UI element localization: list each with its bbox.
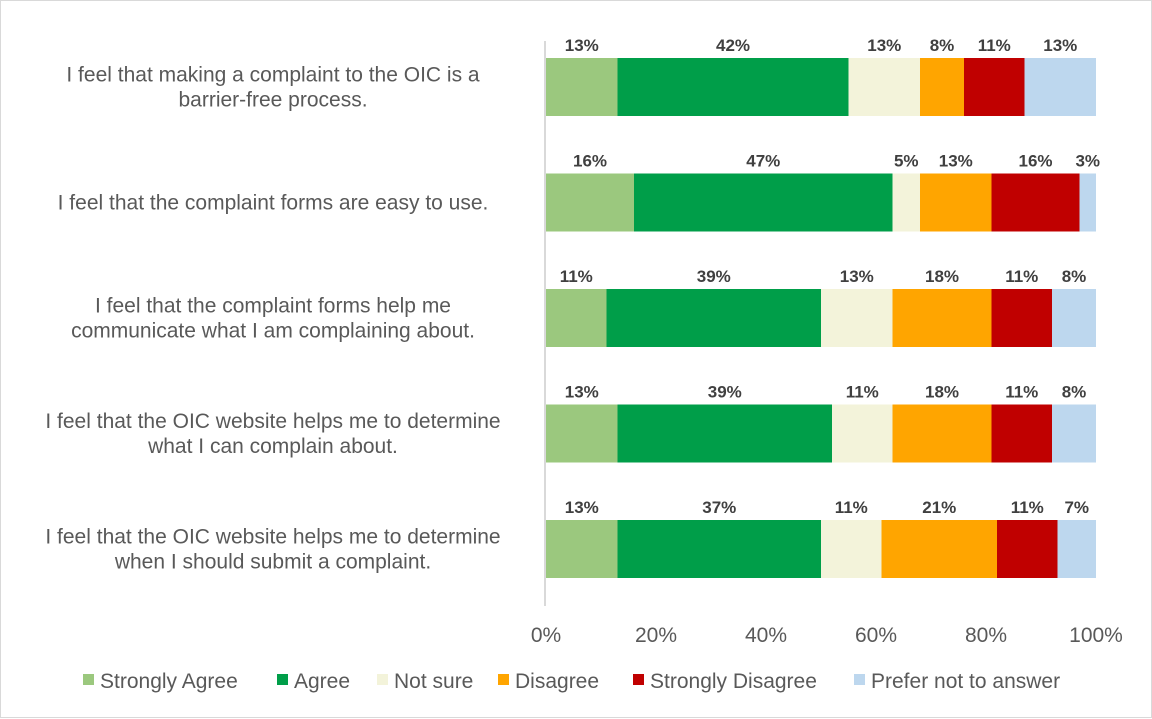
data-label: 47% [746,152,780,171]
x-tick-label: 100% [1069,624,1123,647]
legend-label: Strongly Disagree [650,670,817,693]
bar-segment [892,173,920,232]
data-label: 13% [565,383,599,402]
data-label: 13% [840,267,874,286]
data-label: 7% [1064,498,1089,517]
data-label: 42% [716,36,750,55]
data-label: 13% [939,152,973,171]
bar-segment [892,289,992,347]
bar-segment [920,173,992,232]
data-label: 13% [565,36,599,55]
bar-segment [546,173,634,232]
legend-swatch [633,674,644,685]
bar-segment [1057,520,1096,578]
data-label: 8% [1062,267,1087,286]
data-label: 11% [978,36,1011,55]
legend-label: Strongly Agree [100,670,238,693]
bar-segment [832,404,893,463]
data-label: 11% [1005,383,1038,402]
x-tick-label: 40% [745,624,787,647]
x-tick-label: 60% [855,624,897,647]
legend-swatch [377,674,388,685]
bar-segment [991,289,1052,347]
data-label: 39% [708,383,742,402]
data-label: 11% [846,383,879,402]
data-label: 8% [1062,383,1087,402]
bar-segment [1052,289,1096,347]
legend-swatch [83,674,94,685]
legend-swatch [277,674,288,685]
bar-segment [546,289,607,347]
bar-segment [991,404,1052,463]
bar-segment [991,173,1080,232]
category-label: I feel that the complaint forms help me c… [71,295,475,343]
category-label: I feel that the OIC website helps me to … [45,526,500,574]
bar-segment [634,173,893,232]
bar-segment [546,404,618,463]
legend-label: Not sure [394,670,473,693]
bar-segment [1024,58,1096,116]
data-label: 11% [560,267,593,286]
bar-segment [821,520,882,578]
data-label: 11% [1005,267,1038,286]
data-label: 21% [922,498,956,517]
bar-segment [821,289,893,347]
bar-segment [617,58,849,116]
bar-segment [892,404,992,463]
data-label: 13% [565,498,599,517]
data-label: 11% [835,498,868,517]
bar-segment [881,520,997,578]
bar-segment [546,520,618,578]
x-tick-label: 80% [965,624,1007,647]
category-label: I feel that the complaint forms are easy… [58,192,489,215]
data-label: 16% [1018,152,1052,171]
bar-segment [1052,404,1096,463]
bar-segment [617,404,832,463]
data-label: 18% [925,383,959,402]
category-label: I feel that making a complaint to the OI… [66,64,480,112]
data-label: 13% [1043,36,1077,55]
data-label: 37% [702,498,736,517]
data-label: 5% [894,152,919,171]
data-label: 3% [1075,152,1100,171]
x-tick-label: 20% [635,624,677,647]
data-label: 13% [867,36,901,55]
data-label: 11% [1011,498,1044,517]
legend-label: Prefer not to answer [871,670,1060,693]
category-label: I feel that the OIC website helps me to … [45,410,500,458]
data-label: 18% [925,267,959,286]
legend-label: Disagree [515,670,599,693]
bar-segment [546,58,618,116]
bar-segment [606,289,821,347]
data-label: 8% [930,36,955,55]
data-label: 16% [573,152,607,171]
bar-segment [1079,173,1096,232]
legend-label: Agree [294,670,350,693]
bar-segment [617,520,821,578]
bar-segment [848,58,920,116]
x-tick-label: 0% [531,624,561,647]
legend-swatch [498,674,509,685]
bar-segment [920,58,964,116]
bar-segment [964,58,1025,116]
legend-swatch [854,674,865,685]
data-label: 39% [697,267,731,286]
bar-segment [997,520,1058,578]
